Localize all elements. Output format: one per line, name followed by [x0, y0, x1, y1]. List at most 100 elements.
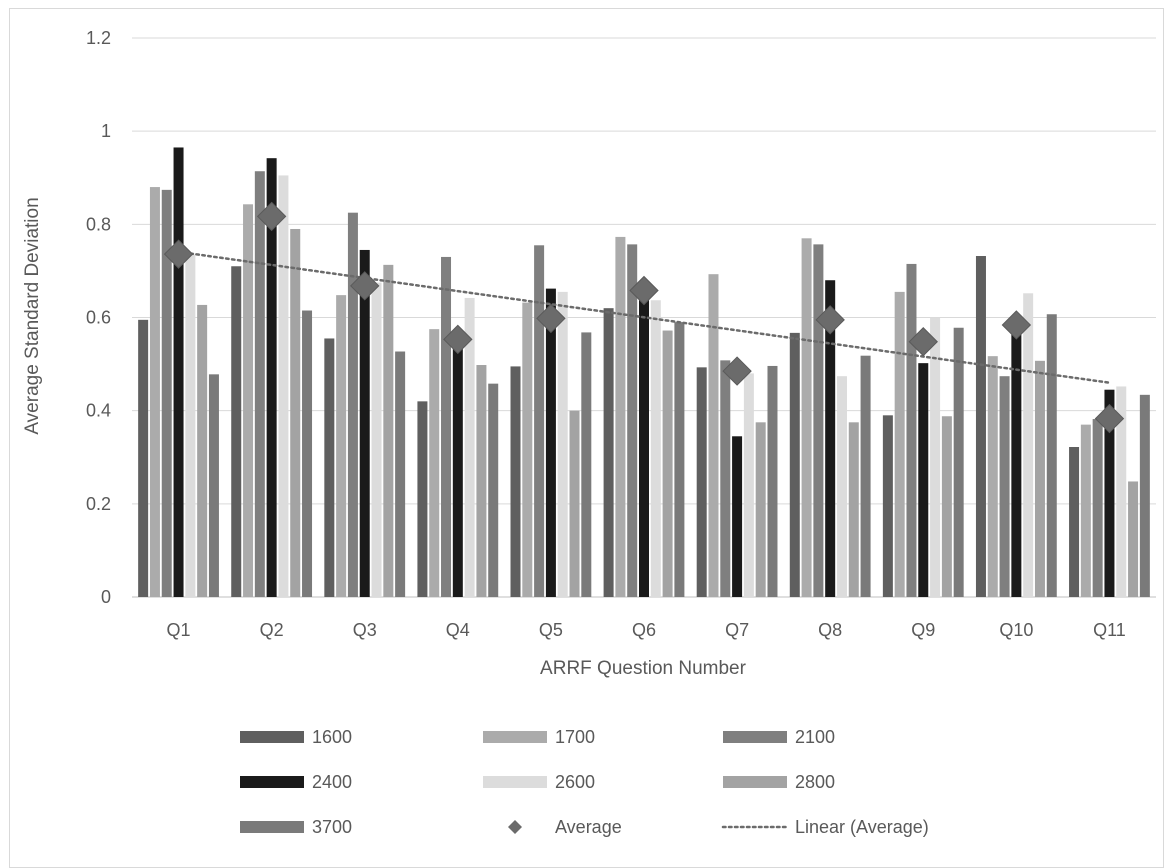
legend-label: 1700 [555, 727, 595, 747]
bar-2600-Q5 [557, 291, 568, 597]
bar-1600-Q11 [1069, 447, 1080, 597]
y-axis-ticks: 0 0.2 0.4 0.6 0.8 1 1.2 [86, 28, 111, 607]
bar-2600-Q6 [650, 300, 661, 597]
y-axis-title: Average Standard Deviation [22, 197, 43, 434]
bar-2800-Q8 [848, 422, 859, 597]
bar-1600-Q10 [975, 256, 986, 597]
bar-2600-Q1 [185, 254, 196, 598]
bar-2600-Q9 [930, 317, 941, 597]
bar-1700-Q7 [708, 274, 719, 597]
bar-2400-Q9 [918, 363, 929, 597]
y-tick-label: 0.2 [86, 494, 111, 514]
average-markers [163, 201, 1125, 434]
bar-2600-Q11 [1116, 386, 1127, 597]
y-tick-label: 0 [101, 587, 111, 607]
bar-1700-Q11 [1080, 424, 1091, 597]
trendline [177, 250, 1111, 384]
y-tick-label: 0.6 [86, 308, 111, 328]
average-marker [1094, 403, 1125, 434]
legend-swatch-2600 [483, 776, 547, 788]
legend-swatch-1600 [240, 731, 304, 743]
bars [138, 147, 1150, 598]
bar-2800-Q2 [290, 228, 301, 597]
average-marker [815, 305, 845, 335]
legend-swatch-3700 [240, 821, 304, 833]
bar-3700-Q1 [208, 374, 219, 597]
x-tick-label: Q5 [539, 620, 563, 640]
bar-2400-Q10 [1011, 331, 1022, 597]
trendline-linear-average [177, 250, 1111, 384]
bar-2400-Q4 [452, 343, 463, 597]
bar-2600-Q2 [278, 175, 289, 597]
bar-1700-Q3 [336, 295, 347, 597]
x-tick-label: Q7 [725, 620, 749, 640]
legend-swatch-2800 [723, 776, 787, 788]
bar-1600-Q1 [138, 319, 149, 597]
legend-swatch-1700 [483, 731, 547, 743]
y-tick-label: 0.8 [86, 214, 111, 234]
x-tick-label: Q6 [632, 620, 656, 640]
average-marker [256, 201, 287, 232]
bar-3700-Q10 [1046, 314, 1057, 597]
legend-label: 2800 [795, 772, 835, 792]
bar-1600-Q9 [882, 415, 893, 597]
bar-2400-Q7 [732, 436, 743, 597]
average-marker [722, 356, 752, 386]
bar-3700-Q3 [395, 351, 406, 597]
bar-1700-Q8 [801, 238, 812, 597]
bar-1600-Q7 [696, 367, 707, 597]
y-tick-label: 1.2 [86, 28, 111, 48]
bar-2400-Q5 [545, 288, 556, 597]
legend: 1600 1700 2100 2400 2600 2800 3700 Average Linea… [240, 727, 929, 837]
bar-2100-Q7 [720, 360, 731, 597]
legend-swatch-average [508, 820, 522, 834]
legend-swatch-2100 [723, 731, 787, 743]
legend-label: 3700 [312, 817, 352, 837]
bar-1700-Q6 [615, 236, 626, 597]
bar-2100-Q10 [999, 376, 1010, 597]
x-tick-label: Q10 [999, 620, 1033, 640]
bar-2100-Q3 [347, 212, 358, 597]
bar-2100-Q9 [906, 263, 917, 597]
bar-2400-Q3 [359, 249, 370, 597]
y-tick-label: 1 [101, 121, 111, 141]
x-tick-label: Q9 [911, 620, 935, 640]
legend-label: 1600 [312, 727, 352, 747]
bar-2400-Q6 [639, 291, 649, 597]
bar-2100-Q11 [1092, 419, 1103, 597]
average-marker [163, 239, 194, 269]
legend-swatch-2400 [240, 776, 304, 788]
bar-3700-Q8 [860, 355, 871, 597]
bar-3700-Q11 [1139, 394, 1150, 597]
x-tick-label: Q4 [446, 620, 470, 640]
bar-1600-Q2 [231, 266, 242, 597]
average-marker [443, 324, 473, 355]
bar-2400-Q1 [173, 147, 184, 598]
bar-1700-Q4 [429, 329, 440, 597]
bar-2400-Q2 [266, 158, 277, 597]
bar-3700-Q5 [581, 332, 592, 597]
x-axis-title: ARRF Question Number [540, 658, 747, 679]
bar-2800-Q6 [662, 330, 673, 597]
bar-1600-Q5 [510, 366, 521, 597]
x-tick-label: Q11 [1093, 620, 1126, 640]
bar-2800-Q5 [569, 410, 580, 597]
bar-2100-Q1 [161, 189, 172, 597]
bar-1600-Q4 [417, 401, 428, 597]
bar-2600-Q10 [1023, 293, 1034, 597]
y-tick-label: 0.4 [86, 401, 111, 421]
bar-2800-Q9 [941, 416, 952, 597]
legend-label: 2100 [795, 727, 835, 747]
bar-1700-Q5 [522, 302, 533, 597]
bar-2800-Q4 [476, 365, 487, 597]
legend-label: Average [555, 817, 622, 837]
bar-1700-Q2 [243, 204, 254, 598]
bar-2100-Q6 [627, 244, 638, 597]
bar-2800-Q3 [383, 264, 394, 597]
bar-1600-Q8 [789, 332, 800, 597]
bar-2600-Q8 [836, 376, 847, 597]
bar-2600-Q4 [464, 297, 475, 597]
bar-1700-Q9 [894, 291, 905, 597]
average-marker [536, 303, 566, 334]
